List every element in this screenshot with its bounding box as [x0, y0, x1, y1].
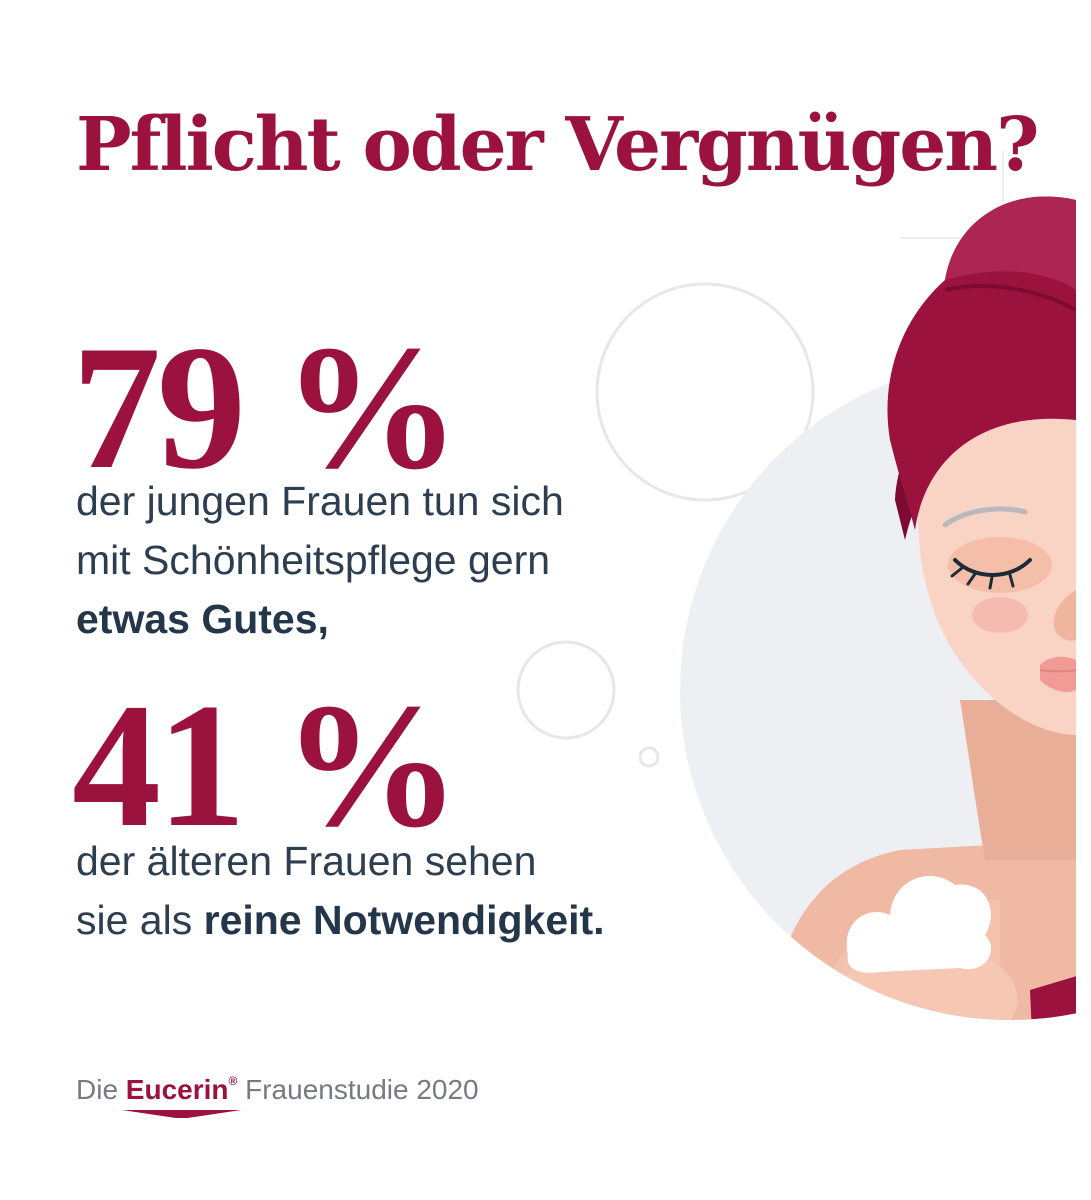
stat-line: sie als reine Notwendigkeit.: [76, 891, 605, 950]
stat-value-older: 41 %: [72, 666, 460, 864]
stat-line-prefix: sie als: [76, 897, 204, 943]
stat-line: der älteren Frauen sehen: [76, 838, 537, 884]
stat-line: der jungen Frauen tun sich: [76, 478, 564, 524]
stat-line-emphasis: reine Notwendigkeit.: [203, 897, 605, 943]
brand-logo: Eucerin®: [121, 1074, 242, 1118]
stat-description-young: der jungen Frauen tun sich mit Schönheit…: [76, 472, 564, 649]
bubble-icon: [516, 282, 815, 768]
stat-description-older: der älteren Frauen sehen sie als reine N…: [76, 832, 605, 950]
cream-dollop-icon: [846, 876, 991, 973]
page-title: Pflicht oder Vergnügen?: [76, 102, 1039, 188]
registered-mark: ®: [228, 1074, 238, 1088]
stat-line: mit Schönheitspflege gern: [76, 537, 551, 583]
stat-line-emphasis: etwas Gutes,: [76, 596, 329, 642]
brand-swoosh-icon: [121, 1110, 242, 1118]
stat-value-young: 79 %: [72, 308, 460, 506]
source-credit: Die Eucerin® Frauenstudie 2020: [76, 1074, 479, 1118]
brand-name: Eucerin: [125, 1074, 229, 1105]
source-suffix: Frauenstudie 2020: [245, 1074, 479, 1105]
source-prefix: Die: [76, 1074, 119, 1105]
